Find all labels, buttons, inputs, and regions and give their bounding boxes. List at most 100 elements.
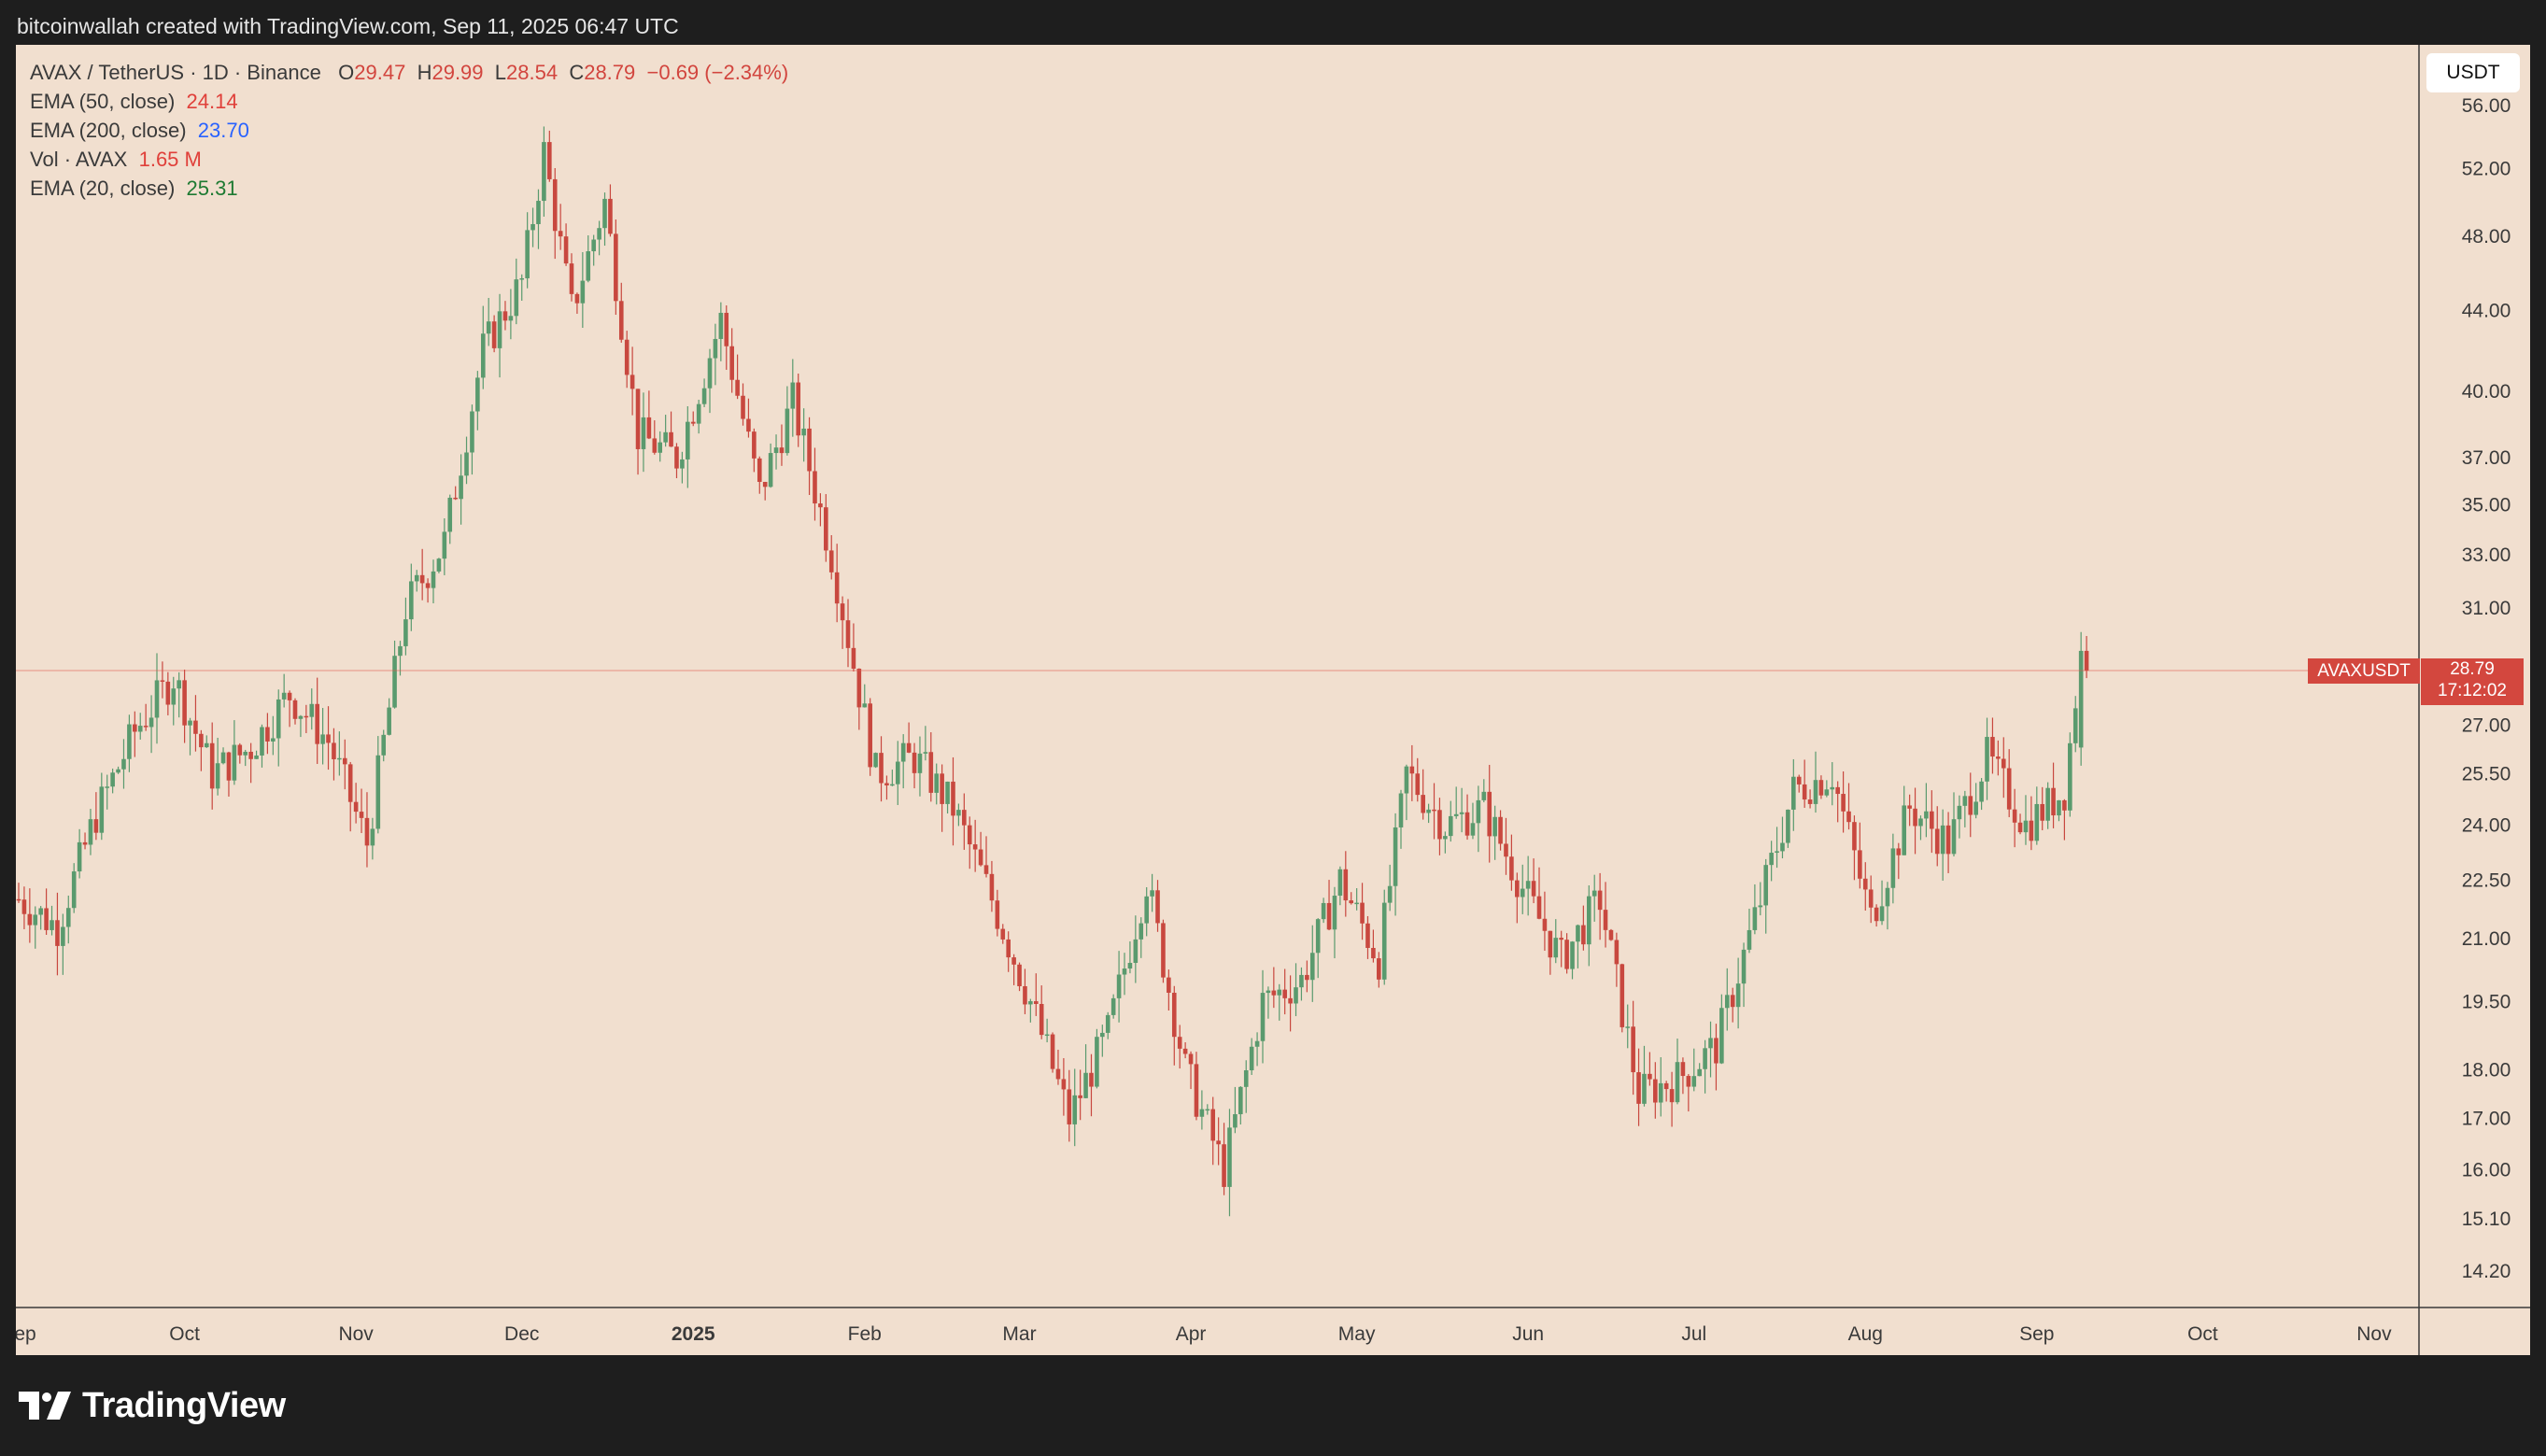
tradingview-mark-icon [19, 1392, 71, 1420]
candle-body [1758, 905, 1763, 908]
candle-body [1017, 964, 1022, 986]
candle-body [690, 421, 696, 424]
price-tick-label: 35.00 [2462, 494, 2511, 516]
candle-body [928, 752, 934, 793]
indicator-ema200[interactable]: EMA (200, close) 23.70 [30, 116, 788, 145]
candle-body [1796, 776, 1802, 785]
last-price-tag: 28.79 17:12:02 [2421, 658, 2524, 705]
candle-body [1271, 990, 1277, 996]
candle-body [1011, 957, 1016, 965]
candle-body [82, 841, 88, 845]
candle-body [824, 507, 828, 551]
candle-body [1934, 828, 1940, 855]
candle-body [320, 734, 325, 744]
low-label: L [494, 61, 507, 84]
candle-body [1708, 1038, 1713, 1049]
candle-body [55, 920, 60, 946]
candle-body [171, 688, 177, 705]
candle-body [326, 734, 331, 743]
price-tick-label: 56.00 [2462, 95, 2511, 117]
time-axis[interactable]: Sep Oct Nov Dec 2025 Feb Mar Apr May Jun Jul Aug Sep… [16, 1323, 2392, 1345]
candle-body [1498, 816, 1503, 844]
candle-body [828, 550, 834, 573]
candle-body [890, 784, 895, 786]
candle-body [1437, 810, 1442, 840]
candle-body [940, 773, 944, 804]
candle-body [1072, 1095, 1078, 1124]
close-label: C [569, 61, 585, 84]
candle-body [2029, 820, 2034, 841]
candle-body [1023, 985, 1027, 1005]
candle-body [1167, 977, 1171, 993]
candle-body [1033, 1001, 1039, 1004]
candle-body [1282, 989, 1287, 998]
candle-body [133, 724, 137, 732]
symbol-price-tag: AVAXUSDT [2308, 658, 2420, 684]
candle-body [459, 475, 463, 500]
candle-body [1559, 938, 1563, 940]
candle-body [1951, 819, 1957, 855]
candle-body [1719, 1008, 1724, 1064]
candle-body [779, 447, 785, 454]
candle-body [1421, 795, 1425, 813]
candle-body [1044, 1034, 1050, 1037]
candle-body [1365, 923, 1370, 948]
price-chart[interactable]: 56.00 52.00 48.00 44.00 40.00 37.00 35.00 33.00… [16, 45, 2530, 1355]
candle-body [1858, 850, 1862, 879]
candle-body [1459, 812, 1464, 814]
indicator-volume[interactable]: Vol · AVAX 1.65 M [30, 145, 788, 174]
candle-body [746, 418, 751, 432]
currency-button[interactable]: USDT [2426, 53, 2520, 92]
candle-body [530, 223, 535, 231]
candle-body [563, 236, 569, 264]
candle-body [1957, 805, 1962, 820]
candle-body [757, 458, 762, 482]
candle-body [1913, 808, 1917, 827]
candle-body [1321, 902, 1326, 920]
candle-body [61, 926, 65, 946]
candle-body [674, 446, 679, 469]
candle-body [16, 898, 21, 901]
symbol-label[interactable]: AVAX / TetherUS · 1D · Binance [30, 61, 321, 84]
indicator-name: Vol · AVAX [30, 148, 128, 171]
candle-body [1945, 825, 1951, 855]
candle-body [1006, 939, 1011, 958]
candle-body [1515, 880, 1520, 898]
candle-body [851, 647, 856, 669]
candle-body [1818, 780, 1824, 796]
candle-body [713, 338, 718, 359]
candle-body [542, 142, 546, 202]
candle-body [1492, 816, 1497, 837]
candle-body [226, 752, 232, 781]
candle-body [292, 700, 298, 719]
candle-body [414, 574, 419, 582]
price-tick-label: 17.00 [2462, 1108, 2511, 1129]
indicator-ema20[interactable]: EMA (20, close) 25.31 [30, 174, 788, 203]
candle-body [1105, 1014, 1110, 1033]
candle-body [1697, 1068, 1702, 1077]
candle-body [1067, 1089, 1072, 1124]
price-axis[interactable]: 56.00 52.00 48.00 44.00 40.00 37.00 35.00 33.00… [2462, 95, 2511, 1282]
candle-body [1360, 902, 1365, 924]
candle-body [1110, 997, 1116, 1015]
candle-body [1979, 781, 1984, 802]
candle-body [1813, 780, 1818, 804]
candle-body [1841, 794, 1846, 812]
candle-body [1305, 974, 1309, 981]
tradingview-logo[interactable]: TradingView [19, 1382, 286, 1429]
candle-body [1233, 1114, 1238, 1128]
chart-panel[interactable]: 56.00 52.00 48.00 44.00 40.00 37.00 35.00 33.00… [16, 45, 2530, 1355]
candle-body [680, 459, 685, 469]
candle-body [1874, 907, 1879, 922]
candle-body [580, 280, 586, 304]
candle-body [1553, 938, 1559, 958]
indicator-ema50[interactable]: EMA (50, close) 24.14 [30, 87, 788, 116]
candle-body [569, 263, 574, 294]
price-tick-label: 52.00 [2462, 158, 2511, 179]
candle-body [502, 311, 508, 321]
candle-body [143, 726, 149, 728]
candle-body [193, 720, 198, 734]
candle-body [1680, 1062, 1686, 1077]
candle-body [1055, 1068, 1061, 1080]
candle-body [71, 871, 77, 909]
